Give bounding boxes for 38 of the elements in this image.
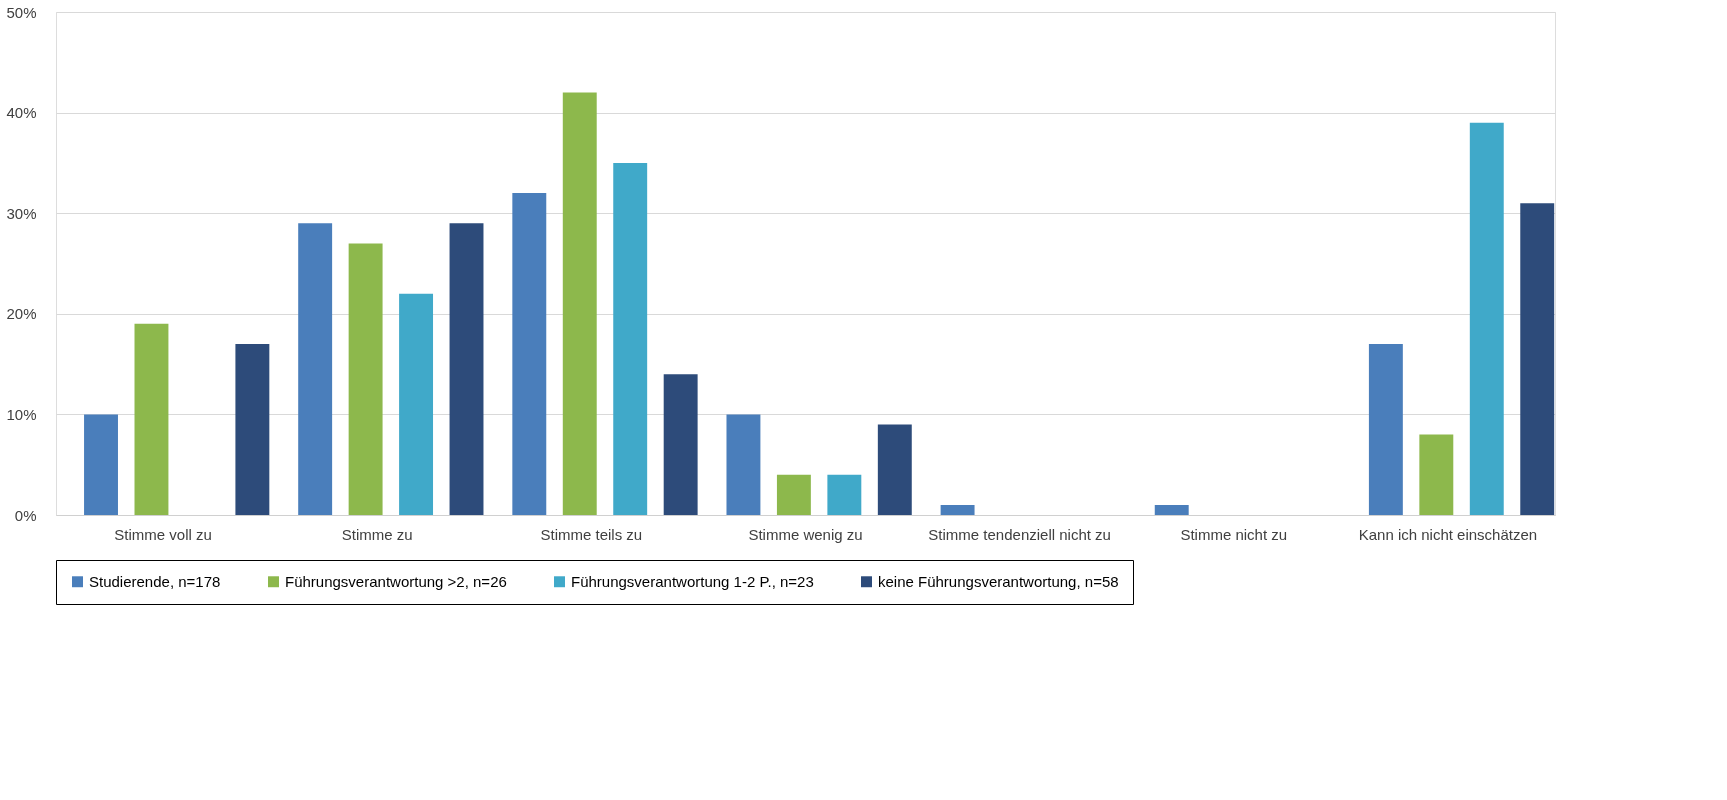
y-tick-label: 20% xyxy=(6,305,37,323)
x-tick-label: Kann ich nicht einschätzen xyxy=(1358,525,1538,543)
legend-label: keine Führungsverantwortung, n=58 xyxy=(878,572,1119,590)
bar xyxy=(1419,434,1454,515)
bar xyxy=(512,193,547,515)
bar xyxy=(399,293,434,515)
bar xyxy=(726,414,761,515)
bar xyxy=(134,323,169,515)
bar xyxy=(1368,343,1403,515)
x-tick-label: Stimme zu xyxy=(341,525,413,543)
y-tick-label: 0% xyxy=(14,506,37,524)
y-tick-label: 50% xyxy=(6,3,37,21)
bar xyxy=(235,343,270,515)
bar xyxy=(877,424,912,515)
bar xyxy=(663,374,698,515)
x-tick-label: Stimme wenig zu xyxy=(748,525,863,543)
bar xyxy=(449,223,484,515)
bar xyxy=(827,474,862,515)
legend-label: Studierende, n=178 xyxy=(89,572,221,590)
y-tick-label: 30% xyxy=(6,204,37,222)
x-tick-label: Stimme voll zu xyxy=(114,525,212,543)
bar xyxy=(84,414,118,515)
bar xyxy=(1520,203,1555,515)
bar xyxy=(298,223,333,515)
bar xyxy=(1469,122,1504,515)
bar xyxy=(1154,504,1189,515)
bar xyxy=(348,243,383,515)
x-tick-label: Stimme nicht zu xyxy=(1180,525,1288,543)
x-tick-label: Stimme teils zu xyxy=(540,525,643,543)
y-tick-label: 10% xyxy=(6,405,37,423)
y-tick-label: 40% xyxy=(6,104,37,122)
legend-label: Führungsverantwortung 1-2 P., n=23 xyxy=(571,572,814,590)
legend-label: Führungsverantwortung >2, n=26 xyxy=(285,572,507,590)
x-tick-label: Stimme tendenziell nicht zu xyxy=(928,525,1111,543)
bar xyxy=(940,504,975,515)
bar xyxy=(562,92,597,515)
bar xyxy=(613,162,648,515)
bar xyxy=(776,474,811,515)
